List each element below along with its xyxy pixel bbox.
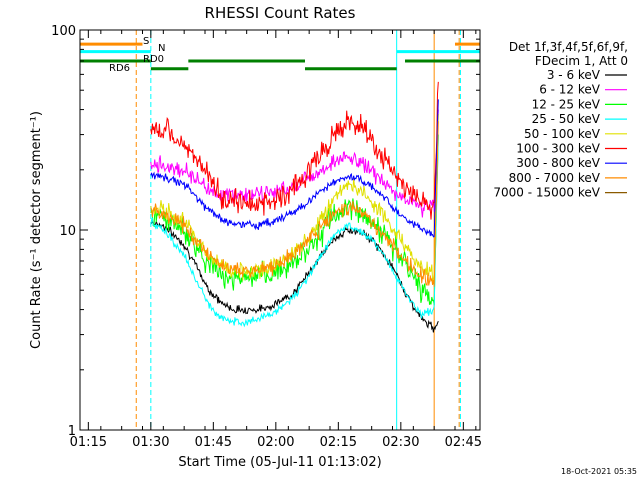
x-tick-label-3: 02:00 bbox=[257, 435, 294, 450]
x-tick-label-1: 01:30 bbox=[132, 435, 169, 450]
y-axis: 1 10 100 bbox=[51, 24, 480, 439]
legend-label-6: 300 - 800 keV bbox=[516, 156, 600, 170]
x-tick-label-6: 02:45 bbox=[445, 435, 482, 450]
series-line-5 bbox=[150, 81, 439, 220]
timestamp: 18-Oct-2021 05:35 bbox=[561, 467, 637, 476]
status-bars bbox=[80, 42, 480, 71]
legend: Det 1f,3f,4f,5f,6f,9f,FDecim 1, Att 03 -… bbox=[493, 40, 628, 200]
chart-title: RHESSI Count Rates bbox=[205, 4, 356, 22]
legend-label-3: 25 - 50 keV bbox=[532, 112, 601, 126]
legend-label-4: 50 - 100 keV bbox=[524, 127, 601, 141]
x-tick-label-0: 01:15 bbox=[70, 435, 107, 450]
series-line-7 bbox=[150, 121, 439, 287]
legend-header-line: FDecim 1, Att 0 bbox=[535, 54, 628, 68]
series-line-1 bbox=[150, 109, 439, 218]
legend-label-8: 7000 - 15000 keV bbox=[493, 186, 600, 200]
y-tick-label-2: 100 bbox=[51, 24, 76, 39]
y-axis-title: Count Rate (s⁻¹ detector segment⁻¹) bbox=[29, 111, 44, 349]
legend-label-2: 12 - 25 keV bbox=[532, 97, 601, 111]
x-axis-title: Start Time (05-Jul-11 01:13:02) bbox=[178, 455, 381, 470]
series-line-4 bbox=[150, 113, 439, 282]
y-tick-label-0: 1 bbox=[68, 424, 76, 439]
series-line-0 bbox=[150, 220, 439, 333]
x-tick-label-4: 02:15 bbox=[320, 435, 357, 450]
data-series bbox=[150, 81, 439, 333]
legend-label-7: 800 - 7000 keV bbox=[509, 171, 601, 185]
series-line-6 bbox=[150, 99, 439, 238]
x-tick-label-5: 02:30 bbox=[382, 435, 419, 450]
y-tick-label-1: 10 bbox=[59, 224, 76, 239]
annotation-s: S bbox=[143, 36, 149, 47]
legend-label-5: 100 - 300 keV bbox=[516, 142, 600, 156]
series-line-3 bbox=[150, 134, 439, 328]
x-tick-label-2: 01:45 bbox=[195, 435, 232, 450]
legend-label-1: 6 - 12 keV bbox=[539, 83, 601, 97]
annotation-rd0: RD0 bbox=[143, 54, 164, 65]
x-axis: 01:15 01:30 01:45 02:00 02:15 02:30 02:45 bbox=[70, 30, 482, 450]
annotation-rd6: RD6 bbox=[109, 63, 130, 74]
vertical-markers bbox=[79, 30, 461, 430]
annotation-n: N bbox=[158, 43, 165, 54]
legend-label-0: 3 - 6 keV bbox=[547, 68, 601, 82]
legend-header-line: Det 1f,3f,4f,5f,6f,9f, bbox=[509, 40, 628, 54]
